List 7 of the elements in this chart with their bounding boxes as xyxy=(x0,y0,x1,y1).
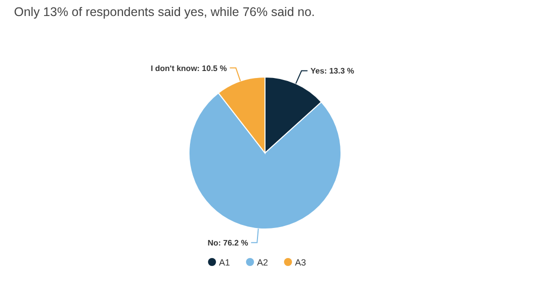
legend-label: A3 xyxy=(295,258,306,268)
legend-label: A2 xyxy=(257,258,268,268)
data-label: No: 76.2 % xyxy=(208,238,248,248)
chart-title: Only 13% of respondents said yes, while 76% said no. xyxy=(14,5,315,19)
data-label: I don't know: 10.5 % xyxy=(150,64,227,73)
data-label: Yes: 13.3 % xyxy=(310,66,354,76)
legend-label: A1 xyxy=(219,258,230,268)
